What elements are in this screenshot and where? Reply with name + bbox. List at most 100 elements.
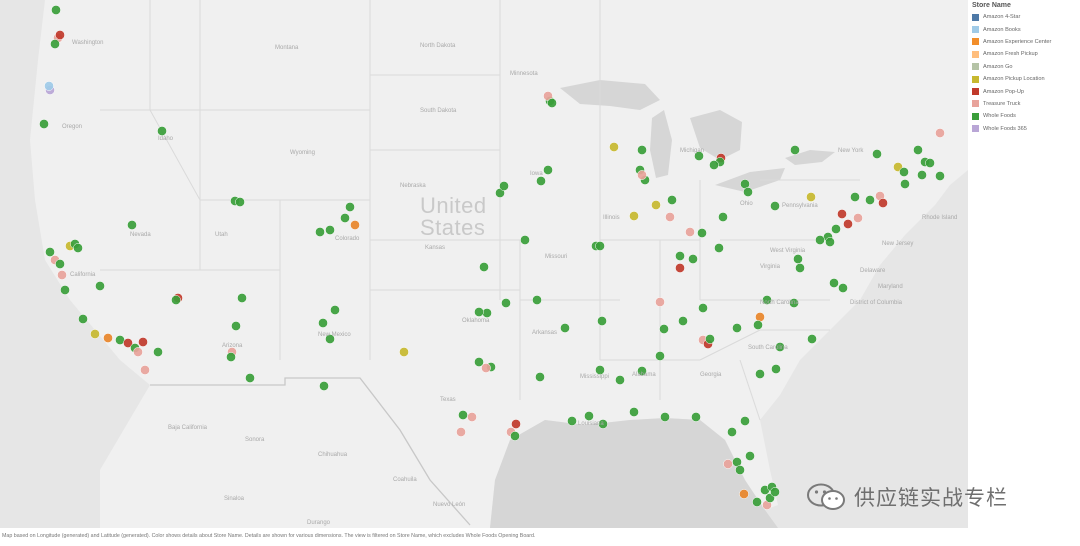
store-marker: [675, 263, 685, 273]
legend-item[interactable]: Amazon Go: [972, 61, 1078, 73]
state-label: Coahuila: [393, 477, 417, 483]
state-label: California: [70, 272, 96, 278]
state-label: Baja California: [168, 425, 208, 431]
legend-label: Whole Foods 365: [983, 125, 1027, 132]
store-marker: [651, 200, 661, 210]
store-marker: [714, 243, 724, 253]
store-marker: [675, 251, 685, 261]
store-marker: [795, 263, 805, 273]
store-marker: [732, 323, 742, 333]
state-label: Alabama: [632, 372, 656, 378]
legend-item[interactable]: Amazon Books: [972, 23, 1078, 35]
legend-label: Whole Foods: [983, 113, 1016, 120]
store-marker: [771, 364, 781, 374]
store-marker: [319, 381, 329, 391]
store-marker: [740, 416, 750, 426]
store-marker: [807, 334, 817, 344]
state-label: Mississippi: [580, 374, 610, 380]
state-label: Utah: [215, 232, 228, 238]
legend-item[interactable]: Whole Foods 365: [972, 123, 1078, 135]
footer-note: Map based on Longitude (generated) and L…: [2, 533, 536, 539]
state-label: North Dakota: [420, 43, 456, 49]
state-label: District of Columbia: [850, 300, 903, 306]
store-marker: [790, 145, 800, 155]
state-label: Idaho: [158, 136, 174, 142]
state-label: Rhode Island: [922, 215, 958, 221]
store-marker: [474, 357, 484, 367]
state-label: Arkansas: [532, 330, 558, 336]
store-marker: [598, 419, 608, 429]
legend-item[interactable]: Amazon Pickup Location: [972, 73, 1078, 85]
store-marker: [935, 128, 945, 138]
state-label: New York: [838, 148, 864, 154]
state-label: Pennsylvania: [782, 203, 818, 209]
store-marker: [226, 352, 236, 362]
legend-item[interactable]: Amazon 4-Star: [972, 11, 1078, 23]
store-marker: [899, 167, 909, 177]
state-label: Arizona: [222, 343, 243, 349]
state-label: Oklahoma: [462, 318, 490, 324]
store-marker: [770, 487, 780, 497]
legend-item[interactable]: Treasure Truck: [972, 98, 1078, 110]
map-canvas[interactable]: [0, 0, 968, 528]
store-marker: [532, 295, 542, 305]
legend-item[interactable]: Whole Foods: [972, 110, 1078, 122]
legend-item[interactable]: Amazon Experience Center: [972, 36, 1078, 48]
store-marker: [330, 305, 340, 315]
store-marker: [325, 225, 335, 235]
store-map[interactable]: United States Washington Oregon Idaho Monta…: [0, 0, 968, 528]
store-marker: [609, 142, 619, 152]
store-marker: [51, 5, 61, 15]
store-marker: [350, 220, 360, 230]
store-marker: [843, 219, 853, 229]
store-marker: [45, 247, 55, 257]
lake-ontario: [785, 150, 835, 165]
store-marker: [57, 270, 67, 280]
store-marker: [78, 314, 88, 324]
gulf-of-mexico: [490, 418, 778, 528]
store-marker: [660, 412, 670, 422]
store-marker: [655, 297, 665, 307]
store-marker: [245, 373, 255, 383]
store-marker: [789, 298, 799, 308]
state-label: New Mexico: [318, 332, 351, 338]
store-marker: [55, 30, 65, 40]
store-marker: [481, 363, 491, 373]
store-marker: [39, 119, 49, 129]
state-label: Nevada: [130, 232, 151, 238]
store-marker: [140, 365, 150, 375]
lake-huron: [690, 110, 742, 160]
legend-item[interactable]: Amazon Fresh Pickup: [972, 48, 1078, 60]
store-marker: [688, 254, 698, 264]
state-label: Oregon: [62, 124, 83, 130]
store-marker: [815, 235, 825, 245]
state-label: New Jersey: [882, 241, 914, 247]
store-marker: [727, 427, 737, 437]
store-marker: [237, 293, 247, 303]
store-marker: [752, 497, 762, 507]
store-marker: [853, 213, 863, 223]
state-border: [699, 329, 761, 361]
store-marker: [127, 220, 137, 230]
store-marker: [315, 227, 325, 237]
store-marker: [153, 347, 163, 357]
store-marker: [467, 412, 477, 422]
store-marker: [655, 351, 665, 361]
wechat-icon: [807, 483, 845, 510]
state-border: [739, 359, 761, 421]
state-label: Maryland: [878, 284, 903, 290]
store-marker: [103, 333, 113, 343]
legend: Store Name Amazon 4-Star Amazon Books Amaz…: [972, 2, 1078, 135]
store-marker: [399, 347, 409, 357]
store-marker: [678, 316, 688, 326]
store-marker: [659, 324, 669, 334]
state-label: Georgia: [700, 372, 722, 378]
legend-label: Amazon Books: [983, 26, 1021, 33]
legend-swatch: [972, 125, 979, 133]
store-marker: [735, 465, 745, 475]
legend-swatch: [972, 88, 979, 96]
store-marker: [499, 181, 509, 191]
store-marker: [171, 295, 181, 305]
state-label: Sinaloa: [224, 496, 245, 502]
legend-item[interactable]: Amazon Pop-Up: [972, 85, 1078, 97]
